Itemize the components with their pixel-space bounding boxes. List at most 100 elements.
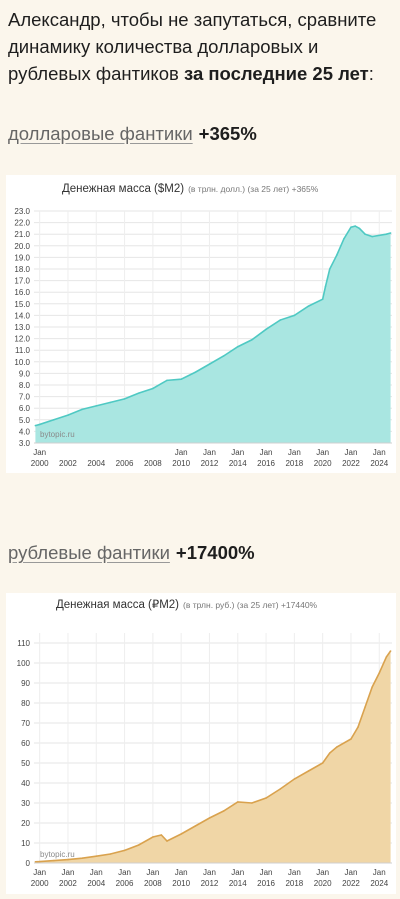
y-tick-label: 0 <box>26 859 31 868</box>
data-point <box>251 802 253 804</box>
x-tick-year: 2000 <box>31 879 49 888</box>
data-point <box>166 379 168 382</box>
watermark: bytopic.ru <box>40 850 75 859</box>
x-tick-year: 2008 <box>144 459 162 468</box>
data-point <box>293 778 296 780</box>
rub-percent: +17400% <box>175 542 255 563</box>
data-point <box>389 232 392 234</box>
x-tick-year: 2022 <box>342 879 360 888</box>
x-tick-year: 2012 <box>201 879 219 888</box>
y-tick-label: 7.0 <box>19 393 31 402</box>
x-tick-month: Jan <box>288 448 301 457</box>
data-point <box>293 314 296 317</box>
x-tick-month: Jan <box>373 448 386 457</box>
x-tick-month: Jan <box>316 868 329 877</box>
data-point <box>67 858 69 861</box>
rub-chart-svg: Денежная масса (₽M2) (в трлн. руб.) (за 2… <box>17 599 392 888</box>
data-point <box>180 833 182 835</box>
data-point <box>371 235 373 238</box>
y-tick-label: 100 <box>17 659 31 668</box>
data-point <box>371 686 373 688</box>
data-point <box>222 810 225 812</box>
data-point <box>109 401 112 404</box>
usd-heading: долларовые фантики +365% <box>8 122 257 146</box>
x-tick-year: 2022 <box>342 459 360 468</box>
y-tick-label: 17.0 <box>14 277 30 286</box>
data-point <box>38 423 41 426</box>
data-point <box>378 672 381 674</box>
data-point <box>236 801 239 803</box>
y-tick-label: 9.0 <box>19 369 31 378</box>
data-point <box>152 387 154 390</box>
data-point <box>279 319 282 321</box>
x-tick-year: 2006 <box>116 879 134 888</box>
data-point <box>385 656 388 658</box>
intro-text: Александр, чтобы не запутаться, сравните… <box>8 9 377 84</box>
y-tick-label: 30 <box>21 799 30 808</box>
x-tick-month: Jan <box>33 448 46 457</box>
chart-title: Денежная масса (₽M2) (в трлн. руб.) (за 2… <box>56 599 318 611</box>
x-tick-month: Jan <box>146 868 159 877</box>
intro-tail: : <box>368 63 374 84</box>
data-point <box>357 726 359 728</box>
y-tick-label: 4.0 <box>19 427 31 436</box>
data-point <box>328 268 331 270</box>
data-point <box>265 328 267 331</box>
data-point <box>194 825 197 827</box>
data-point <box>307 305 310 307</box>
intro-bold: за последние 25 лет <box>184 63 369 84</box>
data-point <box>364 706 366 708</box>
y-tick-label: 40 <box>21 779 30 788</box>
y-tick-label: 10 <box>21 839 30 848</box>
x-tick-month: Jan <box>118 868 131 877</box>
data-point <box>321 298 324 300</box>
data-point <box>336 746 338 748</box>
y-tick-label: 12.0 <box>14 335 30 344</box>
usd-chart: Денежная масса ($M2) (в трлн. долл.) (за … <box>6 175 396 473</box>
data-point <box>53 859 55 862</box>
x-tick-month: Jan <box>260 868 273 877</box>
data-point <box>222 355 225 357</box>
data-point <box>328 752 331 754</box>
data-point <box>336 254 338 256</box>
data-point <box>279 788 282 790</box>
data-point <box>53 419 55 421</box>
data-point <box>137 392 140 394</box>
data-point <box>385 233 388 235</box>
x-tick-year: 2014 <box>229 879 247 888</box>
y-tick-label: 70 <box>21 719 30 728</box>
x-tick-year: 2024 <box>370 879 388 888</box>
series-area <box>35 651 391 863</box>
y-tick-label: 21.0 <box>14 230 30 239</box>
y-tick-label: 22.0 <box>14 219 30 228</box>
data-point <box>350 738 352 740</box>
x-tick-month: Jan <box>175 868 188 877</box>
y-tick-label: 23.0 <box>14 207 30 216</box>
x-tick-month: Jan <box>316 448 329 457</box>
x-tick-year: 2004 <box>87 879 105 888</box>
y-tick-label: 15.0 <box>14 300 30 309</box>
y-tick-label: 20 <box>21 819 30 828</box>
y-tick-label: 14.0 <box>14 311 30 320</box>
x-tick-month: Jan <box>203 448 216 457</box>
data-point <box>307 770 310 772</box>
data-point <box>208 817 211 819</box>
data-point <box>194 371 197 374</box>
rub-link[interactable]: рублевые фантики <box>8 542 170 563</box>
y-tick-label: 8.0 <box>19 381 31 390</box>
x-tick-year: 2016 <box>257 879 275 888</box>
y-tick-label: 60 <box>21 739 30 748</box>
x-tick-year: 2012 <box>201 459 219 468</box>
data-point <box>38 860 41 863</box>
data-point <box>95 405 98 407</box>
x-tick-year: 2018 <box>285 459 303 468</box>
y-tick-label: 90 <box>21 679 30 688</box>
y-tick-label: 80 <box>21 699 30 708</box>
data-point <box>236 345 239 348</box>
data-point <box>208 363 211 365</box>
data-point <box>180 378 182 380</box>
y-tick-label: 50 <box>21 759 30 768</box>
usd-link[interactable]: долларовые фантики <box>8 123 193 144</box>
x-tick-year: 2010 <box>172 459 190 468</box>
x-tick-month: Jan <box>175 448 188 457</box>
